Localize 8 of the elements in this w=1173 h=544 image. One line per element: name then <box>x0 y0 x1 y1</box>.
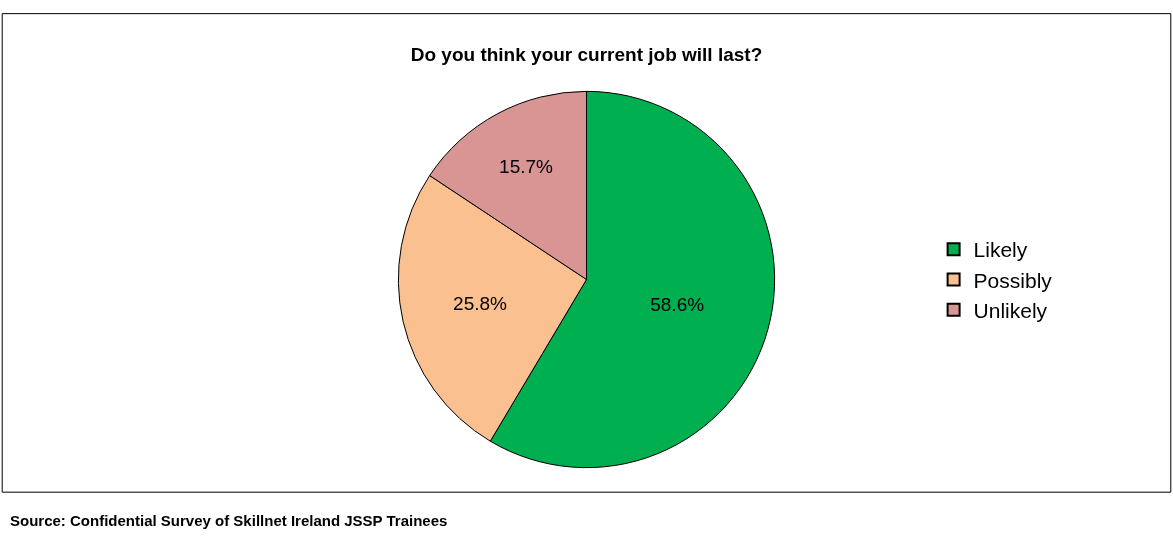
source-note: Source: Confidential Survey of Skillnet Ireland JSSP Trainees <box>10 512 448 529</box>
data-label: 15.7% <box>499 156 554 178</box>
legend-label: Unlikely <box>973 298 1048 322</box>
chart-title: Do you think your current job will last? <box>410 44 763 66</box>
data-label: 25.8% <box>453 293 508 315</box>
legend-label: Possibly <box>973 268 1053 292</box>
legend-label: Likely <box>973 238 1028 262</box>
data-label: 58.6% <box>650 293 705 315</box>
